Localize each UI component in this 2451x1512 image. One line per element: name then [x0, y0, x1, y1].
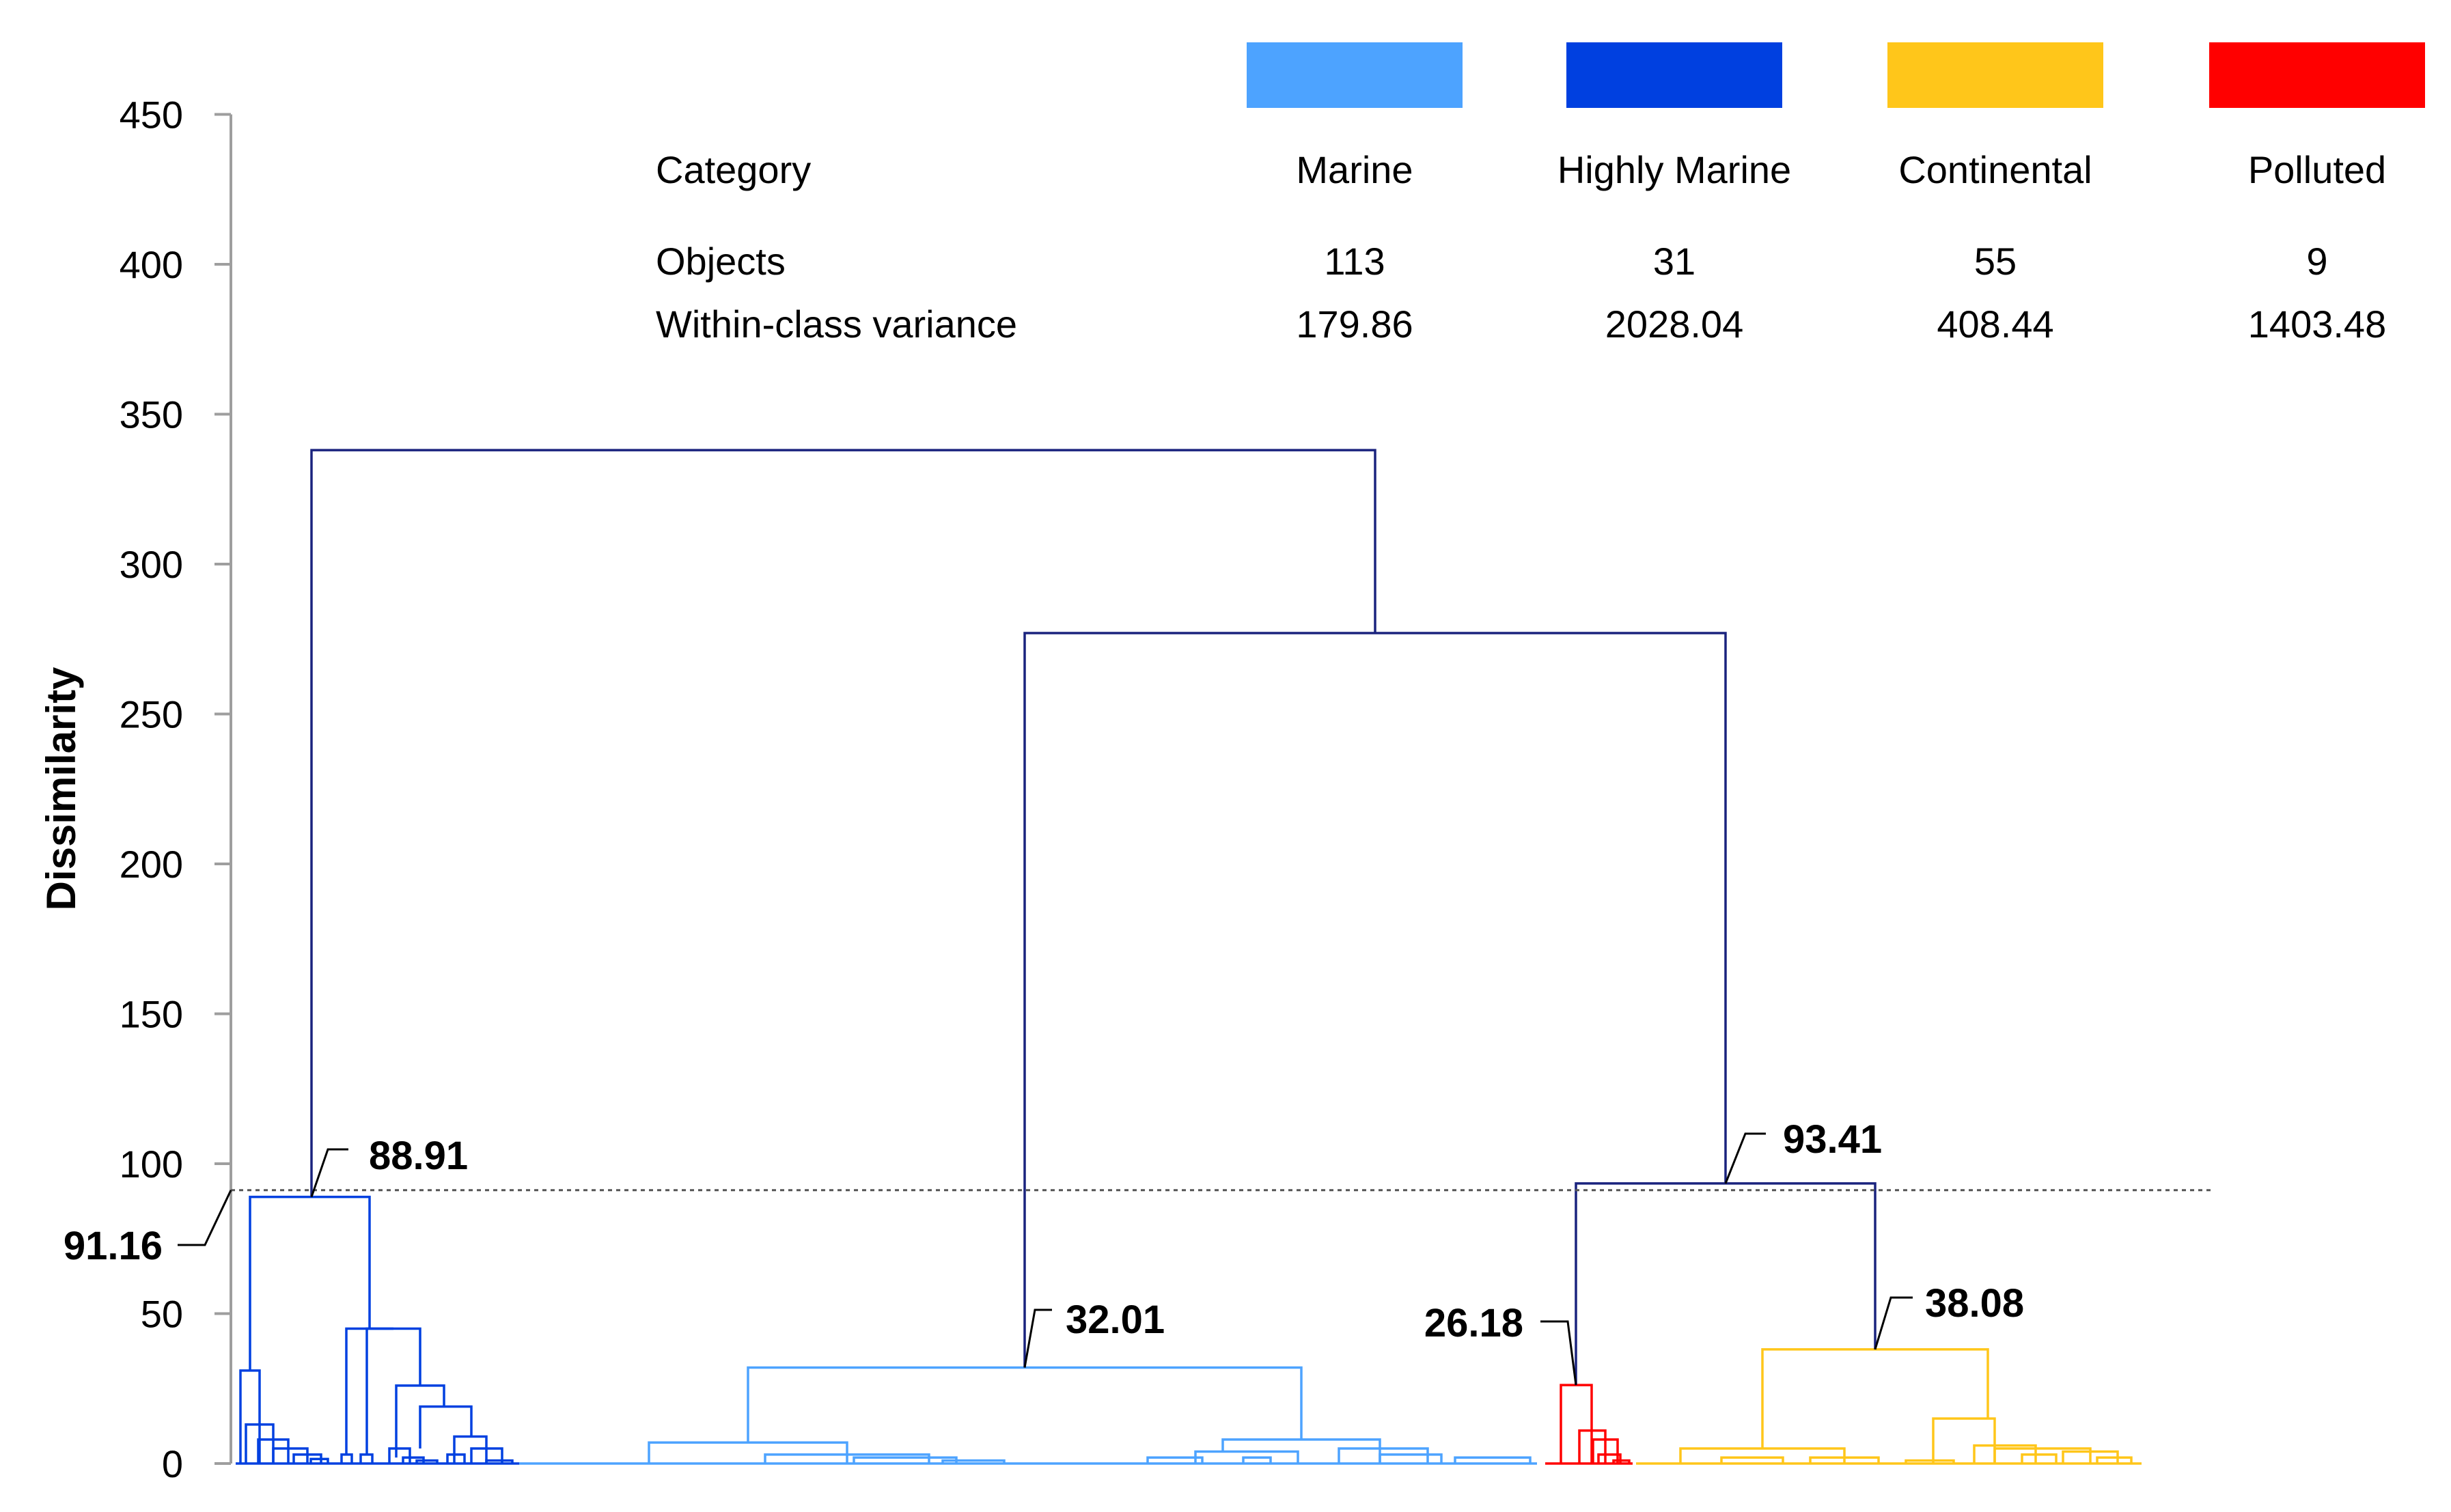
table-cell: 2028.04 — [1605, 303, 1743, 346]
dendrogram-link — [257, 1438, 290, 1464]
dendrogram-link — [1809, 1456, 1880, 1464]
dendrogram-tree — [236, 449, 2142, 1465]
dendrogram-link — [648, 1441, 848, 1464]
dendrogram-link — [1597, 1453, 1622, 1464]
y-tick-label: 300 — [120, 543, 183, 586]
node-annotation: 32.01 — [1066, 1298, 1165, 1342]
dendrogram-link — [1575, 1182, 1877, 1386]
table-cell: 31 — [1653, 240, 1695, 283]
dendrogram-link — [446, 1453, 466, 1464]
table-cell: 179.86 — [1296, 303, 1413, 346]
dendrogram-link — [2096, 1456, 2133, 1464]
table-cell: 408.44 — [1937, 303, 2053, 346]
y-tick-label: 50 — [141, 1293, 183, 1336]
dendrogram-link — [1454, 1456, 1532, 1464]
y-tick-label: 350 — [120, 393, 183, 436]
annotation-leader — [1540, 1320, 1577, 1386]
y-tick-label: 0 — [162, 1442, 183, 1485]
dendrogram-link — [419, 1405, 473, 1449]
annotation-leader — [1023, 1308, 1052, 1368]
legend-swatch — [1566, 42, 1782, 108]
dendrogram-link — [470, 1447, 503, 1464]
table-cell: 1403.48 — [2248, 303, 2386, 346]
dendrogram-link — [1905, 1459, 1955, 1464]
dendrogram-link — [1993, 1447, 2092, 1464]
dendrogram-link — [249, 1195, 371, 1371]
node-annotation: 26.18 — [1424, 1301, 1523, 1345]
dendrogram-link — [1592, 1438, 1619, 1464]
annotation-leader — [310, 1148, 348, 1198]
node-annotation: 88.91 — [369, 1134, 468, 1178]
y-tick-label: 250 — [120, 693, 183, 736]
dendrogram-link — [340, 1453, 353, 1464]
legend-label: Polluted — [2248, 148, 2386, 191]
legend-swatch — [1247, 42, 1463, 108]
y-tick-label: 100 — [120, 1143, 183, 1186]
truncation-leader — [178, 1190, 232, 1246]
table-row-label: Objects — [656, 240, 786, 283]
annotation-leader — [1724, 1132, 1766, 1184]
dendrogram-link — [485, 1459, 514, 1464]
dendrogram-link — [1560, 1384, 1593, 1464]
y-axis-label: Dissimilarity — [38, 667, 84, 910]
y-tick-label: 400 — [120, 243, 183, 286]
dendrogram-link — [245, 1423, 275, 1464]
y-axis: 0 50 100 150 200 250 300 350 400 450 — [120, 94, 232, 1485]
truncation-label: 91.16 — [64, 1224, 163, 1268]
table-cell: 55 — [1974, 240, 2017, 283]
dendrogram-link — [2021, 1453, 2058, 1464]
dendrogram-link — [1146, 1456, 1204, 1464]
dendrogram-link — [1194, 1450, 1299, 1464]
dendrogram-link — [764, 1453, 930, 1464]
dendrogram-link — [1379, 1453, 1443, 1464]
dendrogram-link — [1679, 1447, 1846, 1464]
legend-swatch — [1887, 42, 2103, 108]
legend: Marine Highly Marine Continental Polluted — [1247, 42, 2425, 191]
legend-label: Continental — [1898, 148, 2092, 191]
dendrogram-link — [239, 1369, 261, 1464]
y-tick-label: 200 — [120, 843, 183, 886]
dendrogram-link — [272, 1447, 309, 1464]
table-cell: 113 — [1324, 240, 1385, 283]
node-annotation: 38.08 — [1925, 1281, 2024, 1326]
node-annotation: 93.41 — [1783, 1117, 1882, 1162]
annotations: 91.16 88.91 32.01 26.18 38.08 93.41 — [64, 1117, 2213, 1386]
dendrogram-link — [365, 1327, 421, 1455]
dendrogram-link — [310, 449, 1376, 1197]
y-tick-label: 450 — [120, 94, 183, 137]
legend-swatch — [2209, 42, 2425, 108]
legend-label: Marine — [1296, 148, 1413, 191]
dendrogram-link — [309, 1457, 329, 1464]
table-header-label: Category — [656, 148, 811, 191]
info-table: Category Objects 113 31 55 9 Within-class vari… — [656, 148, 2386, 346]
y-tick-label: 150 — [120, 993, 183, 1036]
dendrogram-link — [941, 1459, 1006, 1464]
dendrogram-link — [1720, 1456, 1784, 1464]
dendrogram-link — [1612, 1459, 1631, 1464]
dendrogram-link — [747, 1366, 1303, 1443]
dendrogram-link — [415, 1459, 439, 1464]
dendrogram-link — [1338, 1447, 1429, 1464]
dendrogram-link — [388, 1447, 411, 1464]
table-cell: 9 — [2306, 240, 2327, 283]
legend-label: Highly Marine — [1557, 148, 1791, 191]
dendrogram-link — [1761, 1348, 1989, 1449]
dendrogram-link — [359, 1453, 374, 1464]
dendrogram-link — [1023, 632, 1727, 1368]
dendrogram-link — [1242, 1456, 1272, 1464]
dendrogram-link — [1932, 1417, 1996, 1464]
dendrogram-link — [345, 1327, 393, 1455]
dendrogram-link — [1578, 1429, 1607, 1464]
annotation-leader — [1874, 1296, 1913, 1350]
table-row-label: Within-class variance — [656, 303, 1017, 346]
